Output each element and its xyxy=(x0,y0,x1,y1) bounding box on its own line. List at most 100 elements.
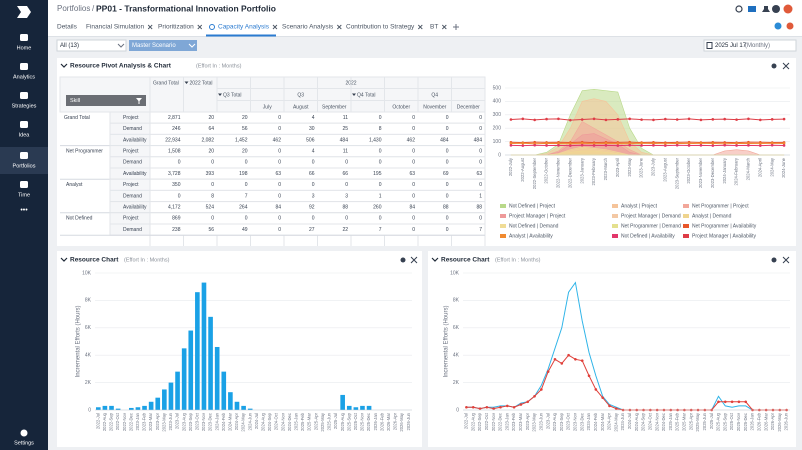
legend-swatch[interactable] xyxy=(683,224,689,228)
legend-swatch[interactable] xyxy=(612,224,618,228)
legend-label[interactable]: Analyst | Availability xyxy=(509,233,553,239)
scope-select[interactable] xyxy=(56,39,127,52)
filter-icon[interactable] xyxy=(136,98,142,104)
point xyxy=(747,144,750,147)
x-tick-label: 2025-Feb xyxy=(300,412,305,431)
tab[interactable]: Scenario Analysis xyxy=(282,24,334,31)
nav-label[interactable]: Time xyxy=(18,192,30,198)
nav-active xyxy=(0,147,48,174)
legend-label[interactable]: Not Defined | Availability xyxy=(621,233,675,239)
tab-close[interactable] xyxy=(441,24,447,30)
tab[interactable]: Prioritization xyxy=(158,24,194,31)
legend-label[interactable]: Not Defined | Project xyxy=(509,203,556,209)
legend-swatch[interactable] xyxy=(500,224,506,228)
legend-label[interactable]: Analyst | Project xyxy=(621,203,658,209)
y-axis-label: Incremental Efforts (Hours) xyxy=(444,306,450,378)
point xyxy=(699,118,703,122)
nav-icon[interactable] xyxy=(20,152,28,159)
nav-icon[interactable] xyxy=(20,34,28,41)
nav-label[interactable]: Settings xyxy=(14,440,34,446)
legend-swatch[interactable] xyxy=(612,204,618,208)
bar xyxy=(188,330,194,410)
sync-icon[interactable] xyxy=(774,22,782,30)
tab-close[interactable] xyxy=(272,24,278,30)
x-tick-label: 2024-Oct xyxy=(647,412,652,430)
skill-field[interactable] xyxy=(66,95,146,106)
tab[interactable]: Details xyxy=(57,24,78,31)
legend-label[interactable]: Project Manager | Project xyxy=(509,213,566,219)
breadcrumb-parent[interactable]: Portfolios xyxy=(57,4,90,13)
collapse-chevron[interactable] xyxy=(60,257,68,262)
point xyxy=(485,405,489,409)
nav-label[interactable]: Analytics xyxy=(13,74,35,80)
legend-swatch[interactable] xyxy=(612,234,618,238)
avatar[interactable] xyxy=(783,4,793,14)
legend-label[interactable]: Net Programmer | Demand xyxy=(621,223,681,229)
legend-label[interactable]: Net Programmer | Availability xyxy=(692,223,757,229)
legend-swatch[interactable] xyxy=(500,204,506,208)
expand-icon[interactable] xyxy=(782,256,790,264)
tab-close[interactable] xyxy=(417,24,423,30)
search-icon[interactable] xyxy=(735,5,743,13)
column-header: November xyxy=(423,104,446,110)
logo[interactable] xyxy=(17,6,31,18)
date-picker[interactable] xyxy=(703,39,797,52)
nav-label[interactable]: Home xyxy=(17,45,32,51)
nav-label[interactable]: Strategies xyxy=(12,103,37,109)
legend-label[interactable]: Project Manager | Availability xyxy=(692,233,757,239)
tab-close[interactable] xyxy=(147,24,153,30)
tab[interactable]: Capacity Analysis xyxy=(218,24,270,31)
tab-close[interactable] xyxy=(197,24,203,30)
legend-swatch[interactable] xyxy=(500,214,506,218)
legend-label[interactable]: Analyst | Demand xyxy=(692,213,732,219)
column-header: Q4 Total xyxy=(357,92,376,98)
cell-value: 0 xyxy=(278,115,281,121)
point xyxy=(521,144,525,147)
bar xyxy=(155,397,161,410)
date-text: 2025 Jul 17 xyxy=(715,43,747,49)
cell-value: 393 xyxy=(206,171,215,177)
share-icon[interactable] xyxy=(786,22,794,30)
expand-icon[interactable] xyxy=(410,256,418,264)
point xyxy=(699,144,703,147)
x-tick-label: 2023-Apr xyxy=(525,412,530,430)
settings-icon[interactable] xyxy=(400,257,406,263)
expand-icon[interactable] xyxy=(782,62,790,70)
tab[interactable]: BT xyxy=(430,24,438,31)
chevron xyxy=(117,43,125,48)
chart-title: Resource Chart xyxy=(441,257,490,264)
help-icon[interactable] xyxy=(772,5,780,13)
bell-icon[interactable] xyxy=(762,6,770,12)
nav-label[interactable]: Idea xyxy=(19,132,31,138)
measure-name: Project xyxy=(123,182,139,188)
legend-swatch[interactable] xyxy=(683,234,689,238)
legend-label[interactable]: Project Manager | Demand xyxy=(621,213,681,219)
collapse-chevron[interactable] xyxy=(60,63,68,68)
nav-icon[interactable] xyxy=(20,121,28,128)
legend-swatch[interactable] xyxy=(683,214,689,218)
add-tab[interactable] xyxy=(453,24,459,30)
legend-swatch[interactable] xyxy=(683,204,689,208)
legend-label[interactable]: Not Defined | Demand xyxy=(509,223,559,229)
nav-icon[interactable] xyxy=(20,63,28,70)
tab-close[interactable] xyxy=(336,24,342,30)
tab[interactable]: Financial Simulation xyxy=(86,24,145,31)
nav-icon[interactable] xyxy=(20,181,28,188)
nav-icon[interactable] xyxy=(20,92,28,99)
nav-label[interactable]: Portfolios xyxy=(13,163,36,169)
legend-swatch[interactable] xyxy=(500,234,506,238)
legend-label[interactable]: Net Programmer | Project xyxy=(692,203,749,209)
legend-swatch[interactable] xyxy=(612,214,618,218)
x-tick-label: 2023-Aug xyxy=(552,412,557,431)
settings-icon[interactable] xyxy=(771,63,777,69)
cell-value: 22,934 xyxy=(165,137,181,143)
nav-more[interactable]: ••• xyxy=(20,207,28,214)
collapse-chevron[interactable] xyxy=(431,257,439,262)
hierarchy-icon[interactable] xyxy=(748,6,756,12)
point xyxy=(759,142,762,145)
tab[interactable]: Contribution to Strategy xyxy=(346,24,415,31)
settings-nav-icon[interactable] xyxy=(20,429,28,437)
cell-value: 0 xyxy=(446,216,449,222)
scenario-button[interactable] xyxy=(129,40,197,51)
settings-icon[interactable] xyxy=(771,257,777,263)
